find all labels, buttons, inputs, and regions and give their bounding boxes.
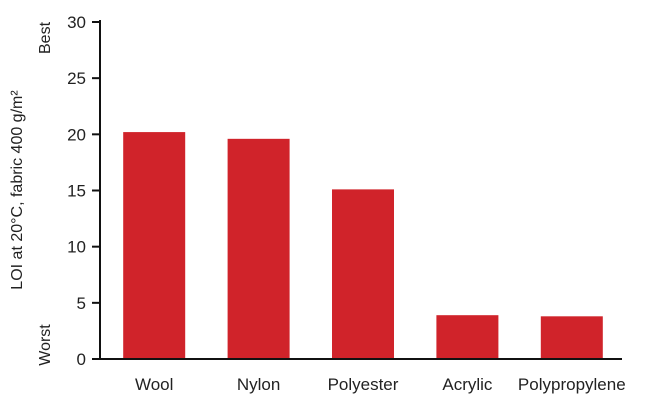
y-tick-label: 0 bbox=[77, 350, 86, 369]
y-tick-label: 30 bbox=[67, 13, 86, 32]
y-ticks: 0 5 10 15 20 25 30 bbox=[67, 13, 100, 369]
y-tick-label: 25 bbox=[67, 69, 86, 88]
bars-layer bbox=[123, 132, 603, 359]
x-category-label: Acrylic bbox=[442, 375, 493, 394]
bar-acrylic bbox=[436, 315, 499, 359]
x-category-label: Wool bbox=[135, 375, 173, 394]
y-tick-label: 5 bbox=[77, 294, 86, 313]
y-tick-label: 20 bbox=[67, 125, 86, 144]
bar-nylon bbox=[227, 138, 290, 359]
bar-polypropylene bbox=[540, 316, 603, 359]
bar-wool bbox=[123, 132, 186, 359]
y-tick-label: 10 bbox=[67, 238, 86, 257]
x-category-label: Polyester bbox=[328, 375, 399, 394]
bar-polyester bbox=[332, 189, 394, 359]
y-tick-label: 15 bbox=[67, 182, 86, 201]
x-category-labels: Wool Nylon Polyester Acrylic Polypropylene bbox=[135, 375, 626, 394]
worst-annotation: Worst bbox=[37, 324, 54, 366]
y-axis-label: LOI at 20°C, fabric 400 g/m² bbox=[9, 90, 26, 290]
x-category-label: Polypropylene bbox=[518, 375, 626, 394]
x-category-label: Nylon bbox=[237, 375, 280, 394]
best-annotation: Best bbox=[37, 21, 54, 54]
